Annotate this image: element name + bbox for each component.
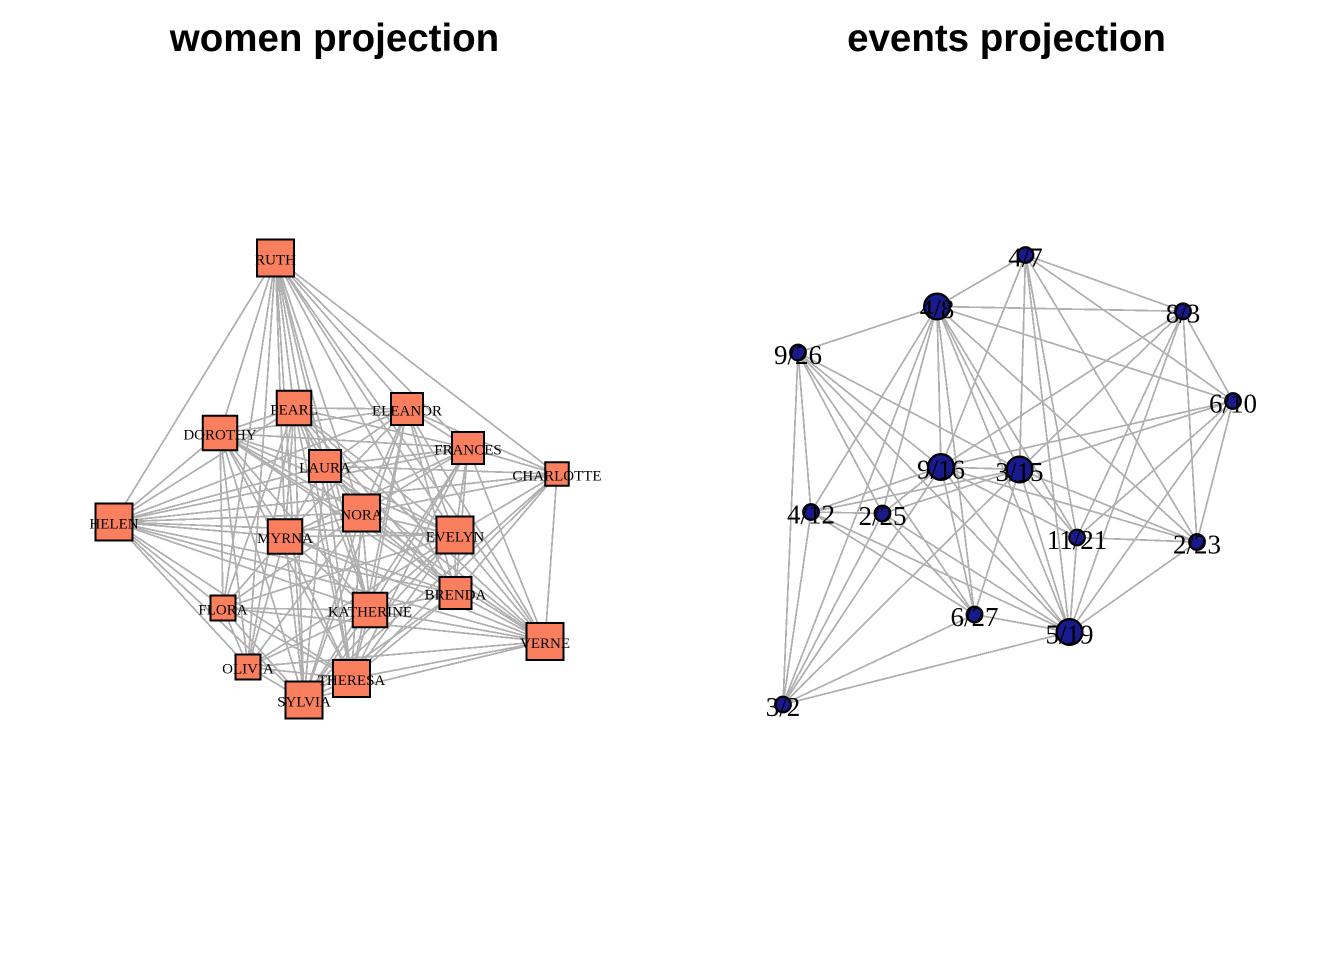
svg-text:FLORA: FLORA [198, 602, 247, 618]
svg-text:VERNE: VERNE [520, 636, 570, 652]
svg-text:DOROTHY: DOROTHY [183, 427, 256, 443]
svg-text:FRANCES: FRANCES [434, 442, 502, 458]
svg-text:THERESA: THERESA [318, 673, 386, 689]
svg-text:9/16: 9/16 [917, 454, 965, 484]
svg-text:CHARLOTTE: CHARLOTTE [512, 468, 601, 484]
svg-text:11/21: 11/21 [1047, 525, 1108, 555]
svg-text:EVELYN: EVELYN [426, 529, 485, 545]
svg-text:OLIVIA: OLIVIA [222, 661, 274, 677]
svg-text:HELEN: HELEN [89, 516, 138, 532]
svg-text:RUTH: RUTH [255, 252, 296, 268]
svg-text:ELEANOR: ELEANOR [372, 403, 442, 419]
svg-text:3/15: 3/15 [995, 457, 1043, 487]
svg-text:2/23: 2/23 [1173, 529, 1221, 559]
svg-text:BRENDA: BRENDA [425, 587, 487, 603]
svg-text:2/25: 2/25 [858, 501, 906, 531]
svg-text:events projection: events projection [847, 17, 1166, 60]
svg-text:4/12: 4/12 [787, 499, 835, 529]
svg-text:NORA: NORA [340, 507, 383, 523]
svg-text:4/7: 4/7 [1008, 242, 1043, 272]
svg-text:8/3: 8/3 [1166, 299, 1201, 329]
svg-text:5/19: 5/19 [1045, 619, 1093, 649]
svg-text:4/8: 4/8 [920, 294, 955, 324]
svg-text:6/27: 6/27 [950, 602, 998, 632]
svg-text:PEARL: PEARL [270, 402, 318, 418]
svg-text:6/10: 6/10 [1209, 388, 1257, 418]
svg-text:KATHERINE: KATHERINE [328, 604, 412, 620]
svg-text:LAURA: LAURA [299, 460, 351, 476]
svg-text:MYRNA: MYRNA [257, 531, 313, 547]
svg-text:3/2: 3/2 [766, 692, 801, 722]
svg-text:SYLVIA: SYLVIA [277, 694, 331, 710]
svg-text:women projection: women projection [169, 17, 499, 60]
svg-text:9/26: 9/26 [774, 340, 822, 370]
